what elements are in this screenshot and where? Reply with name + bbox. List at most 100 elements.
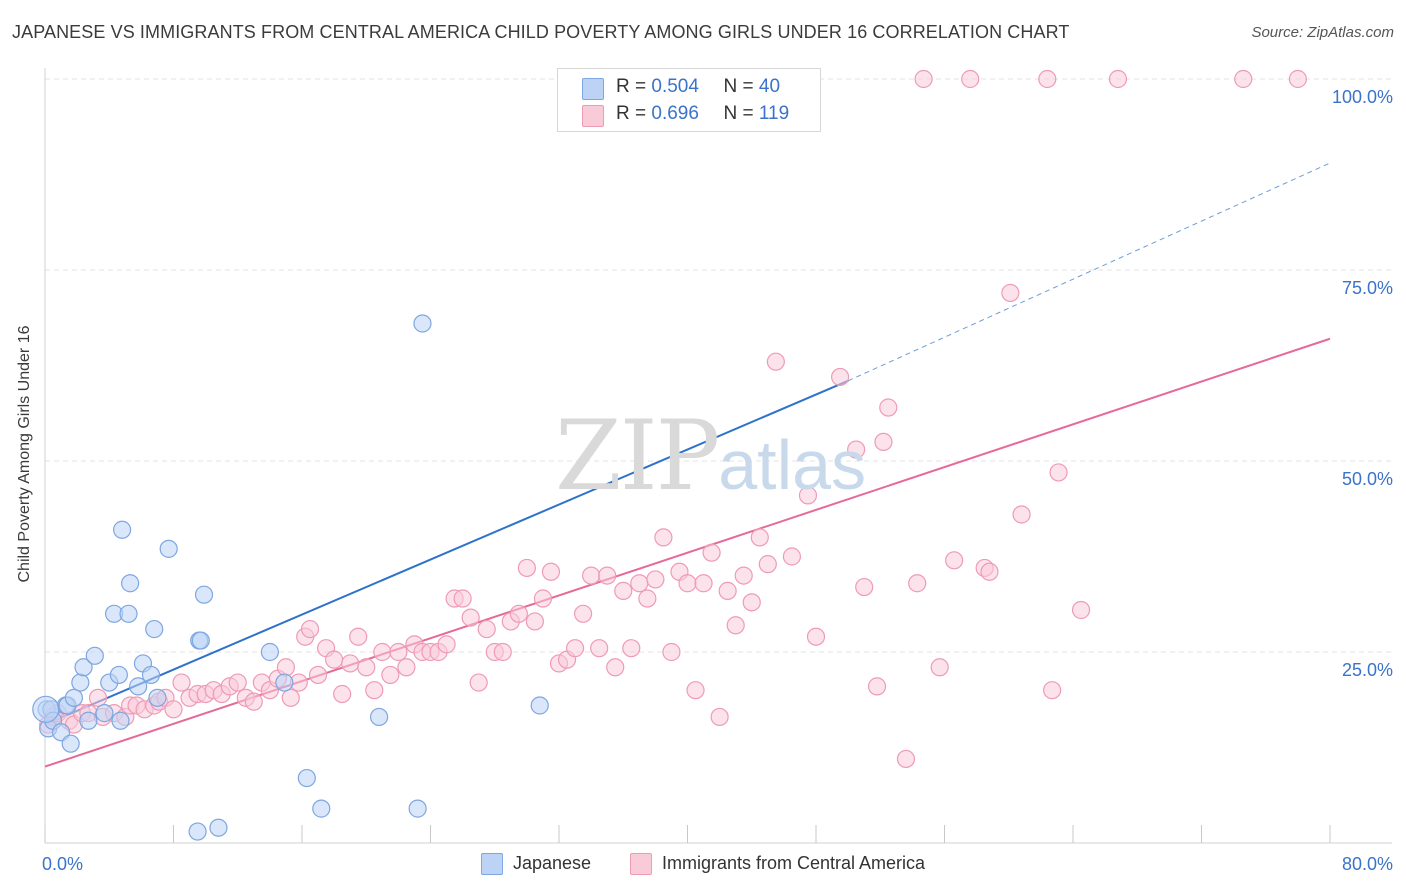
immigrants-point [855,577,874,597]
correlation-legend: R = 0.504 N = 40 R = 0.696 N = 119 [557,68,821,132]
immigrants-point [493,642,512,662]
y-tick-label: 75.0% [1342,278,1393,298]
y-tick-label: 25.0% [1342,660,1393,680]
japanese-point [32,695,60,723]
japanese-point [530,696,549,715]
japanese-point [191,631,210,650]
immigrants-point [1108,69,1128,89]
japanese-point [141,665,161,685]
immigrants-point [686,681,705,700]
chart-source: Source: ZipAtlas.com [1251,24,1394,41]
x-tick-label: 80.0% [1342,854,1393,874]
immigrants-point [694,574,713,593]
immigrants-point [930,658,949,677]
immigrants-point [879,398,898,417]
n-label: N = [723,76,754,97]
immigrants-point [606,658,625,677]
immigrants-point [1071,600,1091,620]
japanese-point [275,673,294,692]
japanese-swatch [481,853,503,875]
immigrants-point [1012,505,1031,524]
n-label: N = [723,103,754,124]
japanese-point [209,818,228,837]
legend-label: Japanese [513,853,592,873]
y-tick-label: 100.0% [1332,87,1393,107]
immigrants-point [525,612,545,631]
japanese-point [112,520,132,539]
immigrants-point [742,593,761,612]
japanese-point [413,314,432,333]
immigrants-point [726,616,745,635]
japanese-point [111,711,130,730]
immigrants-point [341,654,360,673]
immigrants-point [750,528,769,547]
immigrants-point [333,684,352,704]
immigrants-point [357,658,376,677]
immigrants-point [308,665,328,685]
immigrants-point [172,673,191,692]
immigrants-point [533,589,553,608]
japanese-trend-extension [847,162,1331,382]
immigrants-point [766,352,785,371]
japanese-point [119,604,138,623]
japanese-trend-line [44,379,849,726]
n-value: 40 [758,76,781,97]
immigrants-point [896,749,916,769]
japanese-point [61,734,80,753]
immigrants-point [517,558,536,578]
immigrants-point [867,677,887,696]
immigrants-point [373,642,392,662]
immigrants-point [244,692,263,711]
watermark-main: ZIP [555,400,720,512]
immigrants-point [397,658,416,677]
japanese-point [64,688,84,707]
immigrants-point [914,69,933,89]
japanese-point [312,799,331,818]
japanese-point [74,658,93,677]
immigrants-point [622,639,641,658]
immigrants-point [437,635,456,654]
immigrants-point [758,555,777,574]
japanese-point [85,646,104,665]
series-legend: Japanese Immigrants from Central America [0,852,1406,876]
japanese-point [194,585,214,604]
japanese-point [71,673,90,692]
immigrants-point [389,642,408,662]
r-label: R = [616,76,647,97]
immigrants-point [573,604,593,623]
r-value: 0.696 [651,103,699,124]
y-axis-title: Child Poverty Among Girls Under 16 [16,325,33,583]
immigrants-point [1043,681,1062,700]
immigrants-point [300,619,320,639]
n-value: 119 [758,103,790,124]
immigrants-point [654,528,673,547]
immigrants-point [874,432,893,451]
immigrants-point [614,581,633,600]
japanese-point [297,768,316,788]
immigrants-point [325,650,344,669]
japanese-point [148,688,167,707]
immigrants-point [1288,69,1307,89]
immigrants-point [276,658,296,677]
immigrants-point [710,707,729,727]
japanese-point [109,665,128,685]
immigrants-point [164,700,183,719]
immigrants-point [662,642,681,662]
watermark: ZIPatlas [555,400,866,512]
immigrants-point [908,574,927,593]
y-tick-label: 50.0% [1342,469,1393,489]
immigrants-point [718,581,737,600]
immigrants-point [541,562,561,581]
immigrants-point [734,566,753,585]
immigrants-swatch [582,105,604,127]
immigrants-point [782,547,802,566]
immigrants-point [477,619,496,639]
r-value: 0.504 [651,76,699,97]
immigrants-point [1001,283,1020,303]
immigrants-point [1234,69,1253,89]
japanese-swatch [582,78,604,100]
japanese-point [129,677,148,696]
japanese-point [145,619,164,639]
x-tick-label: 0.0% [42,854,83,874]
